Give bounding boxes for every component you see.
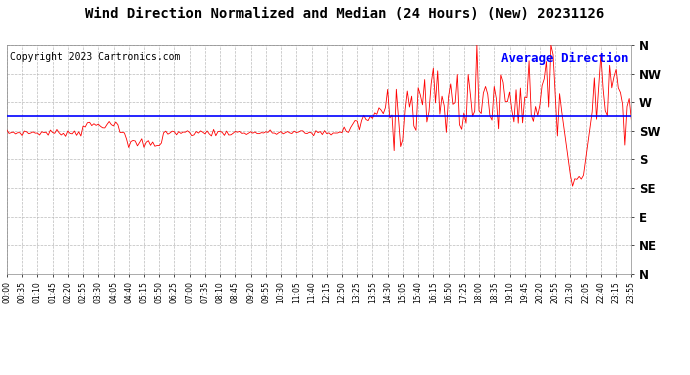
Text: Average Direction: Average Direction [501,52,628,65]
Text: Copyright 2023 Cartronics.com: Copyright 2023 Cartronics.com [10,52,180,62]
Text: Wind Direction Normalized and Median (24 Hours) (New) 20231126: Wind Direction Normalized and Median (24… [86,8,604,21]
